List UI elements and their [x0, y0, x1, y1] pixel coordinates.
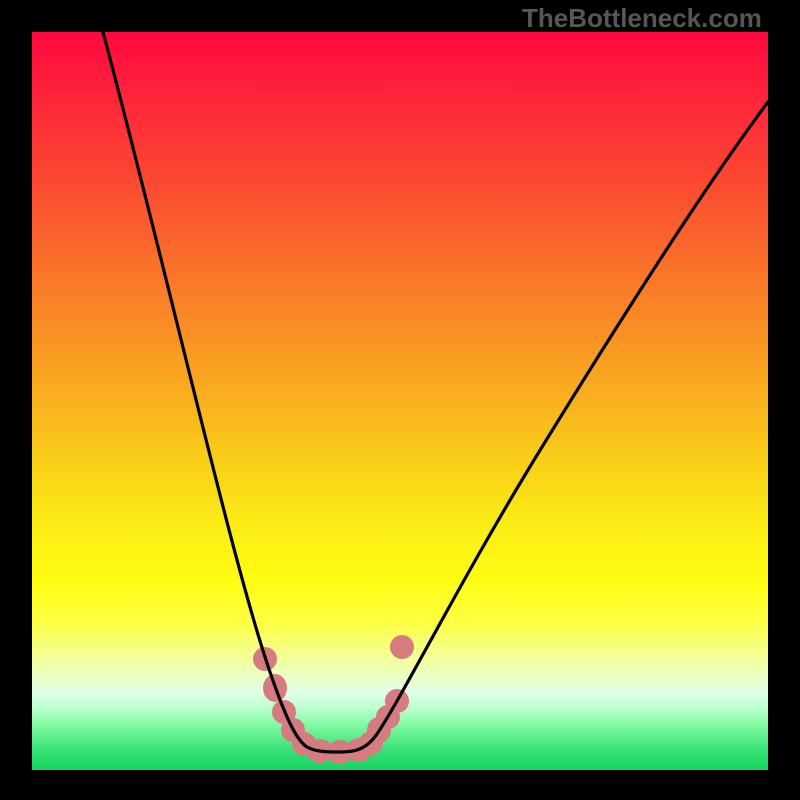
- data-marker: [390, 635, 414, 659]
- curve-left-branch: [103, 32, 340, 752]
- watermark-text: TheBottleneck.com: [522, 3, 762, 34]
- curve-layer: [0, 0, 800, 800]
- chart-canvas: TheBottleneck.com: [0, 0, 800, 800]
- marker-group: [253, 635, 414, 764]
